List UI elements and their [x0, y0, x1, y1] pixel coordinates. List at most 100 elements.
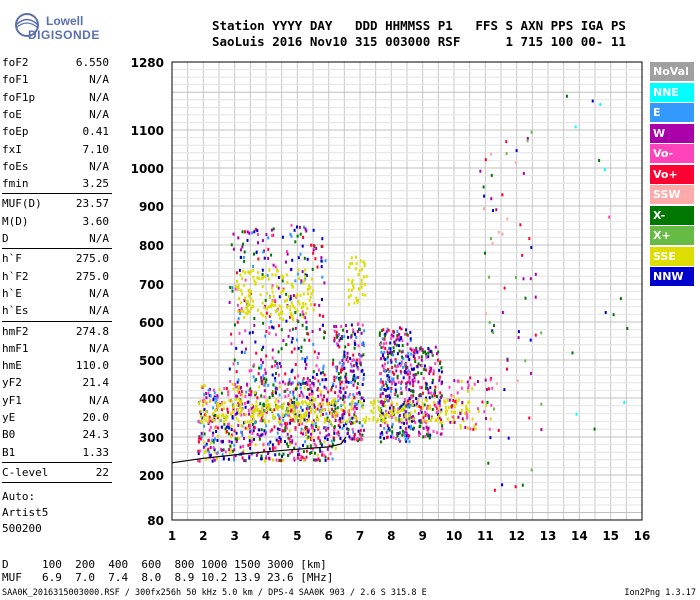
echo-point	[325, 386, 328, 390]
echo-point	[313, 442, 316, 446]
echo-point	[412, 390, 415, 394]
echo-point	[626, 327, 629, 330]
echo-point	[324, 436, 327, 440]
echo-point	[440, 370, 443, 374]
echo-point	[339, 390, 342, 394]
echo-point	[399, 418, 402, 421]
echo-point	[344, 439, 347, 443]
echo-point	[307, 428, 310, 432]
echo-point	[389, 347, 392, 351]
echo-point	[297, 403, 300, 407]
echo-point	[271, 348, 274, 352]
echo-point	[270, 304, 272, 308]
echo-point	[484, 251, 486, 255]
echo-point	[412, 355, 415, 358]
echo-point	[212, 446, 215, 450]
echo-point	[408, 434, 411, 438]
echo-point	[285, 343, 288, 347]
echo-point	[361, 267, 363, 271]
echo-point	[235, 271, 238, 275]
echo-point	[216, 405, 219, 409]
echo-point	[304, 425, 307, 429]
echo-point	[309, 379, 311, 382]
echo-point	[464, 412, 467, 416]
echo-point	[420, 358, 423, 362]
echo-point	[437, 412, 439, 416]
echo-point	[294, 279, 297, 283]
echo-point	[495, 382, 498, 386]
echo-point	[216, 457, 218, 461]
echo-point	[417, 412, 420, 415]
echo-point	[361, 368, 364, 372]
echo-point	[333, 324, 336, 328]
echo-point	[400, 382, 402, 386]
echo-point	[403, 398, 406, 401]
lowell-digisonde-logo: Lowell DIGISONDE	[6, 8, 106, 48]
echo-point	[305, 363, 308, 367]
echo-point	[244, 405, 247, 409]
echo-point	[300, 281, 303, 285]
echo-point	[211, 438, 214, 442]
echo-point	[280, 328, 283, 332]
echo-point	[357, 344, 360, 348]
echo-point	[419, 418, 422, 422]
echo-point	[212, 431, 215, 435]
echo-point	[427, 388, 430, 392]
echo-point	[468, 409, 471, 413]
echo-point	[272, 303, 275, 307]
echo-point	[237, 310, 240, 313]
echo-point	[314, 398, 317, 402]
echo-point	[287, 407, 290, 411]
echo-point	[310, 387, 313, 390]
echo-point	[197, 402, 200, 406]
echo-point	[238, 268, 241, 272]
echo-point	[332, 361, 334, 365]
echo-point	[338, 418, 341, 422]
echo-point	[344, 406, 347, 410]
echo-point	[487, 461, 490, 465]
echo-point	[333, 378, 336, 382]
echo-point	[423, 419, 426, 423]
echo-point	[384, 409, 387, 413]
echo-point	[311, 437, 313, 441]
echo-point	[407, 369, 410, 373]
echo-point	[200, 435, 203, 439]
echo-point	[237, 408, 239, 412]
x-tick-label: 11	[477, 529, 494, 543]
echo-point	[409, 339, 412, 343]
echo-point	[406, 372, 409, 376]
echo-point	[406, 403, 408, 407]
echo-point	[410, 367, 413, 371]
echo-point	[248, 302, 251, 306]
echo-point	[453, 411, 455, 414]
param-label: yE	[2, 411, 16, 424]
echo-point	[421, 401, 424, 405]
echo-point	[281, 404, 284, 408]
echo-point	[359, 259, 362, 263]
echo-point	[285, 260, 287, 264]
echo-point	[327, 426, 330, 430]
echo-point	[218, 404, 221, 408]
header-line-1: Station YYYY DAY DDD HHMMSS P1 FFS S AXN…	[212, 18, 626, 33]
echo-point	[354, 343, 357, 346]
echo-point	[439, 404, 441, 408]
echo-point	[276, 365, 279, 369]
echo-point	[260, 366, 263, 370]
echo-point	[236, 394, 239, 398]
echo-point	[408, 405, 411, 409]
echo-point	[285, 410, 288, 414]
echo-point	[427, 426, 430, 430]
echo-point	[287, 445, 290, 448]
echo-point	[417, 380, 420, 384]
echo-point	[227, 393, 230, 397]
echo-point	[390, 387, 393, 390]
echo-point	[231, 416, 234, 420]
x-tick-label: 1	[168, 529, 176, 543]
echo-point	[483, 207, 485, 211]
echo-point	[324, 455, 327, 459]
echo-point	[318, 313, 321, 317]
echo-point	[401, 344, 404, 348]
param-value: 3.25	[82, 177, 110, 191]
echo-point	[429, 419, 432, 422]
echo-point	[389, 358, 392, 362]
